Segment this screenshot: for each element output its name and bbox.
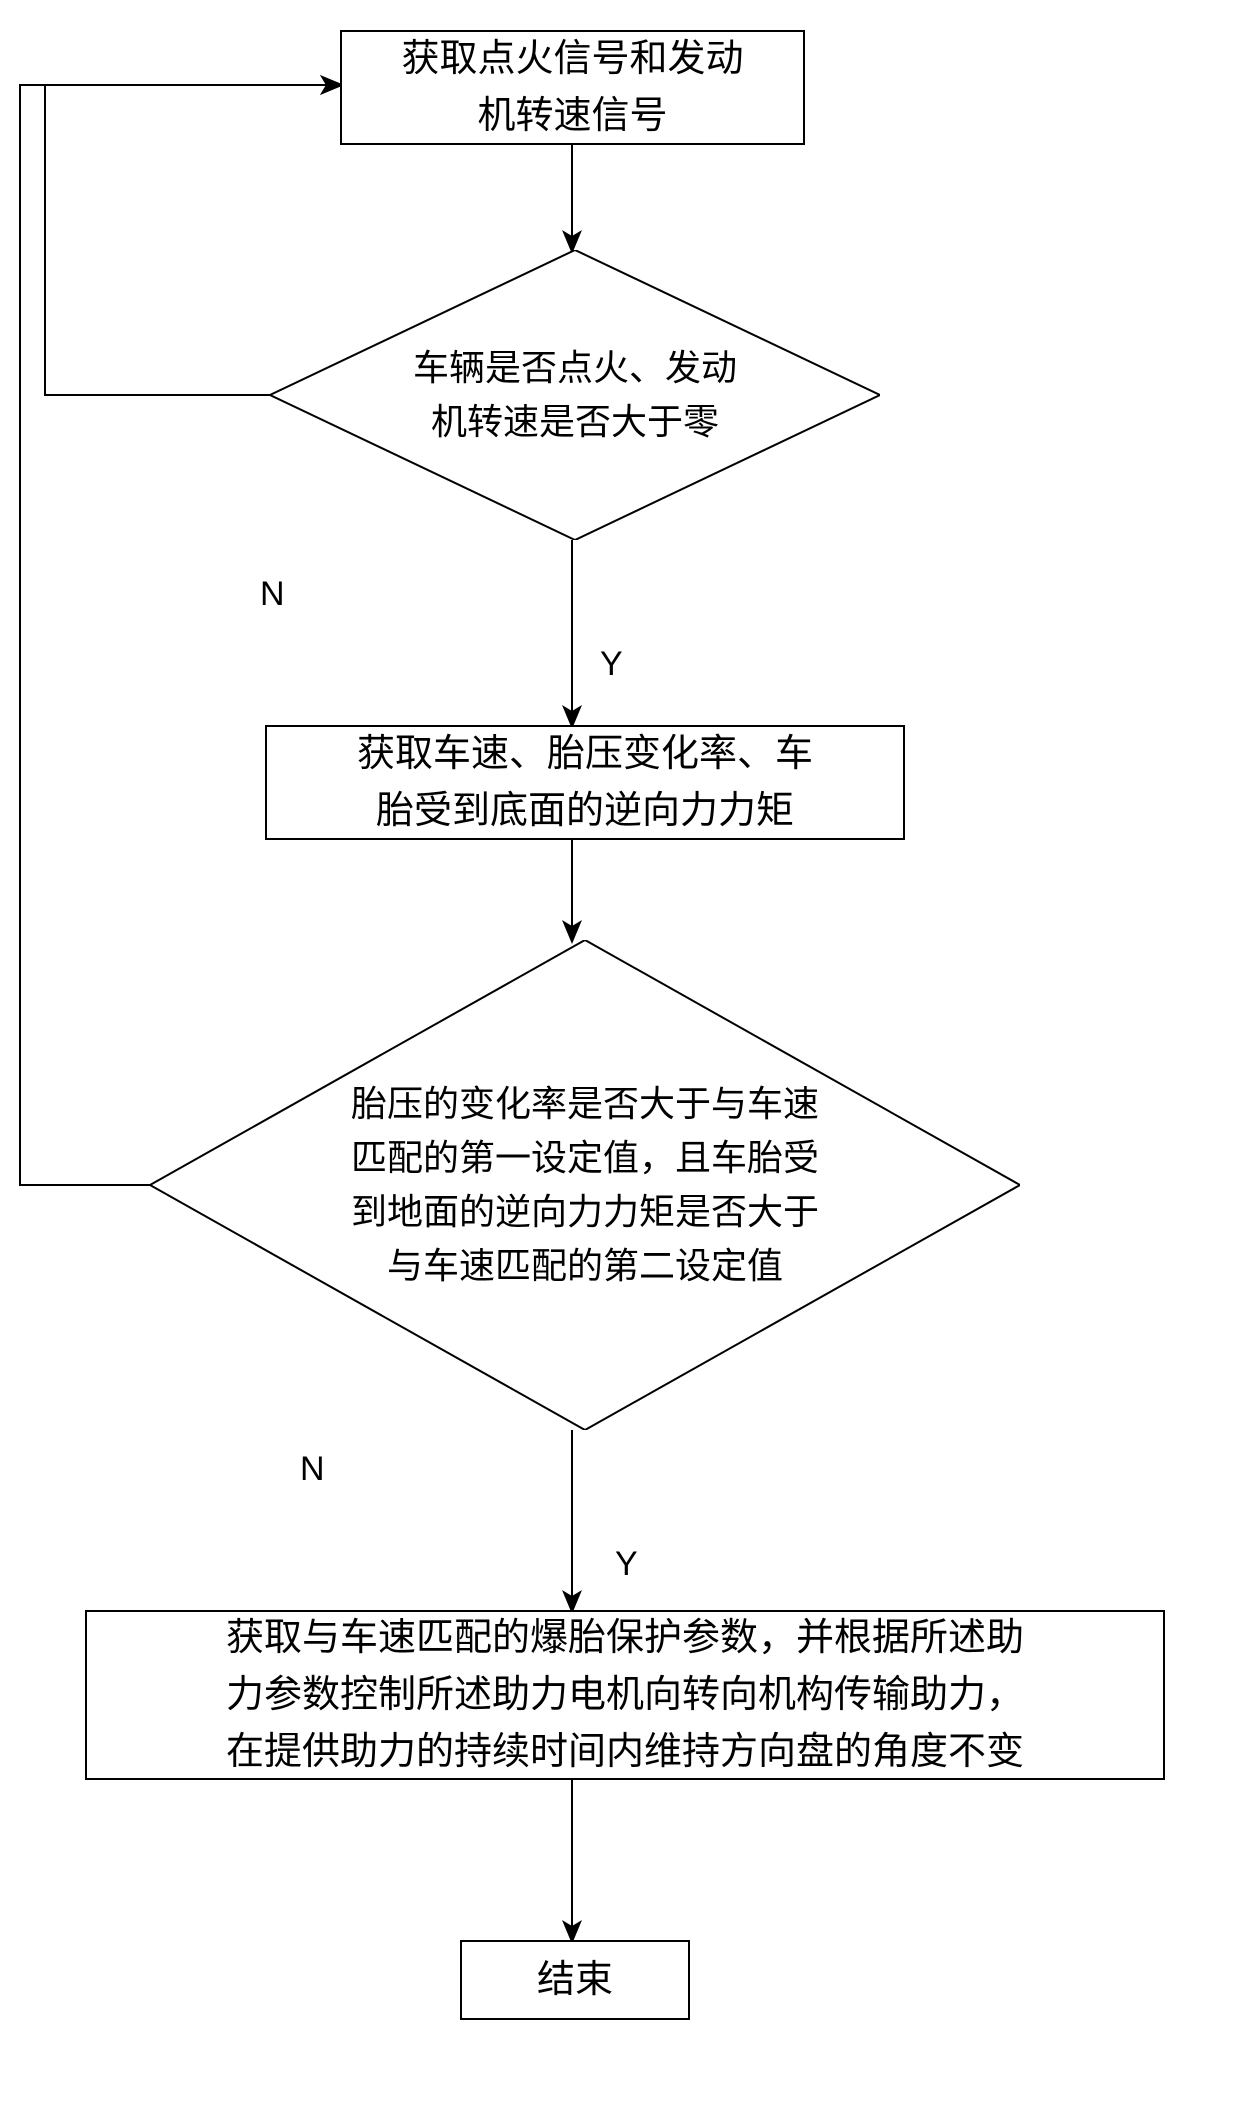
node-decision-1: 车辆是否点火、发动机转速是否大于零 (270, 250, 880, 540)
label-y2: Y (615, 1545, 638, 1584)
label-n1: N (260, 575, 285, 614)
node-process-2: 获取与车速匹配的爆胎保护参数，并根据所述助力参数控制所述助力电机向转向机构传输助… (85, 1610, 1165, 1780)
node-decision-2: 胎压的变化率是否大于与车速匹配的第一设定值，且车胎受到地面的逆向力力矩是否大于与… (150, 940, 1020, 1430)
node-start-text: 获取点火信号和发动机转速信号 (401, 31, 743, 145)
node-process-1: 获取车速、胎压变化率、车胎受到底面的逆向力力矩 (265, 725, 905, 840)
flowchart-container: 获取点火信号和发动机转速信号 车辆是否点火、发动机转速是否大于零 获取车速、胎压… (0, 0, 1240, 2110)
node-decision-2-text: 胎压的变化率是否大于与车速匹配的第一设定值，且车胎受到地面的逆向力力矩是否大于与… (295, 1077, 875, 1293)
node-process-1-text: 获取车速、胎压变化率、车胎受到底面的逆向力力矩 (357, 726, 813, 840)
node-process-2-text: 获取与车速匹配的爆胎保护参数，并根据所述助力参数控制所述助力电机向转向机构传输助… (226, 1610, 1024, 1781)
node-end-text: 结束 (537, 1952, 613, 2009)
node-start: 获取点火信号和发动机转速信号 (340, 30, 805, 145)
node-decision-1-text: 车辆是否点火、发动机转速是否大于零 (365, 341, 785, 449)
node-end: 结束 (460, 1940, 690, 2020)
label-n2: N (300, 1450, 325, 1489)
label-y1: Y (600, 645, 623, 684)
